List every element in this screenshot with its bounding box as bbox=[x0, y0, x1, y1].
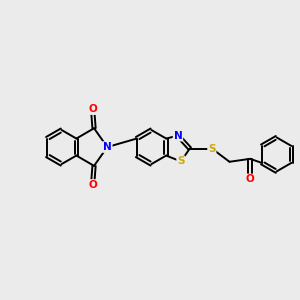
Text: S: S bbox=[208, 143, 216, 154]
Text: O: O bbox=[88, 104, 97, 114]
Text: O: O bbox=[246, 174, 254, 184]
Text: N: N bbox=[174, 130, 182, 141]
Text: O: O bbox=[88, 180, 97, 190]
Text: S: S bbox=[177, 156, 185, 167]
Text: N: N bbox=[103, 142, 112, 152]
